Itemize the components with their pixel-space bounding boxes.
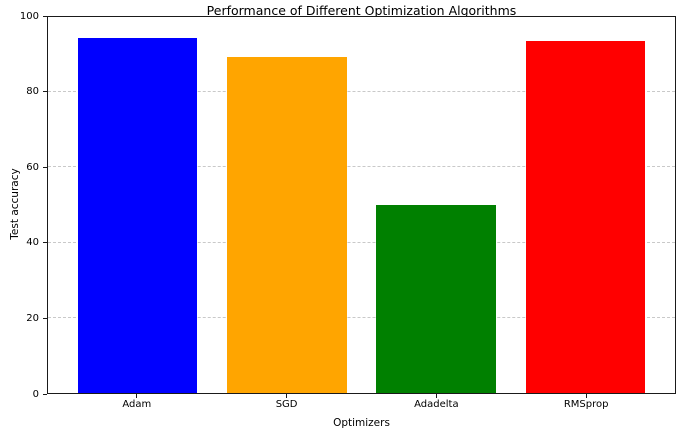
y-tick-label-60: 60 — [26, 161, 39, 173]
y-tick-mark-40 — [43, 242, 47, 244]
bar-sgd — [227, 56, 347, 393]
bar-adadelta — [376, 204, 496, 393]
x-axis-label: Optimizers — [333, 417, 390, 429]
y-tick-mark-100 — [43, 15, 47, 17]
y-tick-label-20: 20 — [26, 312, 39, 324]
x-tick-mark-sgd — [286, 394, 288, 398]
y-tick-mark-80 — [43, 91, 47, 93]
plot-area — [47, 16, 676, 394]
x-tick-label-rmsprop: RMSprop — [563, 399, 609, 410]
y-tick-label-40: 40 — [26, 237, 39, 249]
y-axis-label: Test accuracy — [9, 168, 21, 240]
x-tick-label-sgd: SGD — [275, 399, 298, 410]
y-tick-mark-60 — [43, 166, 47, 168]
bar-rmsprop — [525, 40, 646, 393]
y-tick-label-100: 100 — [19, 10, 39, 22]
x-tick-label-adadelta: Adadelta — [414, 399, 459, 410]
y-tick-mark-0 — [43, 393, 47, 395]
x-tick-mark-rmsprop — [585, 394, 587, 398]
y-tick-mark-20 — [43, 317, 47, 319]
gridline-y80 — [48, 91, 675, 93]
gridline-y60 — [48, 166, 675, 168]
x-tick-mark-adam — [136, 394, 138, 398]
x-tick-label-adam: Adam — [122, 399, 152, 410]
x-tick-mark-adadelta — [435, 394, 437, 398]
gridline-y40 — [48, 241, 675, 243]
gridline-y20 — [48, 316, 675, 318]
chart-title: Performance of Different Optimization Al… — [206, 3, 517, 18]
y-tick-label-80: 80 — [26, 86, 39, 98]
bar-adam — [77, 38, 198, 393]
y-tick-label-0: 0 — [32, 388, 39, 400]
